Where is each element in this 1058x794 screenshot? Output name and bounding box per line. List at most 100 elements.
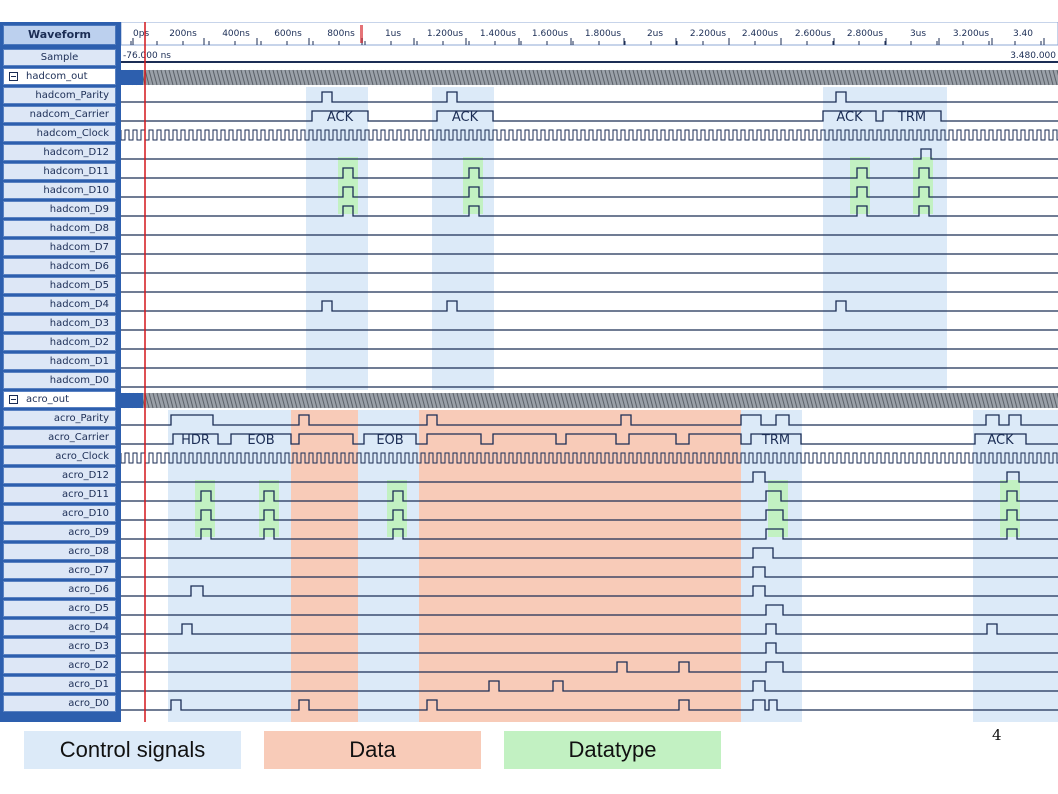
group-bus-hatch [368,69,374,86]
signal-name: hadcom_D6 [49,261,109,272]
group-bus-hatch [848,69,854,86]
group-bus-hatch [672,392,678,409]
datatype-patch [195,480,215,537]
group-header-hadcom_out[interactable]: hadcom_out [3,68,116,85]
group-header-acro_out[interactable]: acro_out [3,391,116,408]
group-bus-hatch [656,392,662,409]
group-bus-hatch [756,392,762,409]
signal-label-acro_D9[interactable]: acro_D9 [3,524,116,541]
group-bus-hatch [860,69,866,86]
group-bus-hatch [388,69,394,86]
signal-label-hadcom_D3[interactable]: hadcom_D3 [3,315,116,332]
signal-label-acro_Carrier[interactable]: acro_Carrier [3,429,116,446]
group-bus-hatch [540,392,546,409]
group-bus-hatch [252,69,258,86]
signal-label-acro_Clock[interactable]: acro_Clock [3,448,116,465]
group-bus-hatch [556,392,562,409]
signal-label-acro_D12[interactable]: acro_D12 [3,467,116,484]
group-bus-hatch [588,69,594,86]
signal-label-hadcom_D6[interactable]: hadcom_D6 [3,258,116,275]
group-bus-hatch [552,69,558,86]
signal-label-acro_Parity[interactable]: acro_Parity [3,410,116,427]
collapse-icon[interactable] [9,395,18,404]
group-bus-hatch [224,69,230,86]
group-bus-hatch [156,69,162,86]
group-bus-hatch [372,392,378,409]
waveform-header[interactable]: Waveform [3,25,116,45]
datatype-patch [463,157,483,214]
group-bus-hatch [796,69,802,86]
group-bus-hatch [596,392,602,409]
group-bus-hatch [784,392,790,409]
group-bus-hatch [436,392,442,409]
group-bus-hatch [828,69,834,86]
signal-label-hadcom_D7[interactable]: hadcom_D7 [3,239,116,256]
signal-label-hadcom_D0[interactable]: hadcom_D0 [3,372,116,389]
group-bus-hatch [880,392,886,409]
signal-label-acro_D6[interactable]: acro_D6 [3,581,116,598]
group-bus-hatch [876,392,882,409]
signal-label-acro_D0[interactable]: acro_D0 [3,695,116,712]
signal-label-hadcom_D10[interactable]: hadcom_D10 [3,182,116,199]
group-bus-hatch [460,392,466,409]
signal-label-hadcom_D12[interactable]: hadcom_D12 [3,144,116,161]
group-bus-hatch [772,69,778,86]
group-bus-hatch [844,392,850,409]
signal-label-hadcom_Parity[interactable]: hadcom_Parity [3,87,116,104]
group-bus-hatch [300,392,306,409]
signal-label-hadcom_D5[interactable]: hadcom_D5 [3,277,116,294]
hadcom-d12-trace [121,148,1058,160]
group-bus-hatch [660,69,666,86]
group-bus-hatch [664,392,670,409]
group-bus-hatch [1052,69,1058,86]
waveform-canvas[interactable]: 0ps 200ns 400ns 600ns 800ns 1us 1.200us 1.400us… [121,22,1058,722]
group-bus-hatch [1004,392,1010,409]
group-bus-hatch [748,69,754,86]
acro-d7-trace [121,566,1058,578]
signal-label-hadcom_D8[interactable]: hadcom_D8 [3,220,116,237]
signal-label-hadcom_D4[interactable]: hadcom_D4 [3,296,116,313]
signal-label-hadcom_D1[interactable]: hadcom_D1 [3,353,116,370]
signal-label-acro_D10[interactable]: acro_D10 [3,505,116,522]
group-bus-hatch [1004,69,1010,86]
group-bus-hatch [692,392,698,409]
carrier-segment-label: TRM [761,433,790,448]
sample-start-time: -76.000 ns [123,51,171,61]
signal-label-hadcom_D9[interactable]: hadcom_D9 [3,201,116,218]
group-bus-hatch [536,392,542,409]
signal-label-acro_D1[interactable]: acro_D1 [3,676,116,693]
signal-name: acro_Clock [55,451,109,462]
group-bus-hatch [352,392,358,409]
group-bus-hatch [832,69,838,86]
group-bus-hatch [556,69,562,86]
datatype-patch [387,480,407,537]
group-bus-hatch [304,69,310,86]
group-bus-hatch [672,69,678,86]
group-bus-hatch [596,69,602,86]
signal-label-acro_D11[interactable]: acro_D11 [3,486,116,503]
group-bus-hatch [652,392,658,409]
group-bus-hatch [688,392,694,409]
collapse-icon[interactable] [9,72,18,81]
group-bus-hatch [312,69,318,86]
signal-label-acro_D4[interactable]: acro_D4 [3,619,116,636]
group-bus-hatch [216,69,222,86]
group-bus-hatch [820,392,826,409]
signal-label-acro_D8[interactable]: acro_D8 [3,543,116,560]
signal-label-hadcom_D2[interactable]: hadcom_D2 [3,334,116,351]
group-bus-hatch [500,392,506,409]
signal-label-acro_D3[interactable]: acro_D3 [3,638,116,655]
signal-label-nadcom_Carrier[interactable]: nadcom_Carrier [3,106,116,123]
hadcom-d11-trace [121,167,1058,179]
group-bus-hatch [368,392,374,409]
group-bus-hatch [276,392,282,409]
signal-label-acro_D2[interactable]: acro_D2 [3,657,116,674]
group-bus-hatch [516,69,522,86]
group-bus-hatch [852,69,858,86]
signal-label-hadcom_D11[interactable]: hadcom_D11 [3,163,116,180]
group-bus-hatch [488,69,494,86]
signal-label-acro_D5[interactable]: acro_D5 [3,600,116,617]
signal-label-acro_D7[interactable]: acro_D7 [3,562,116,579]
signal-label-hadcom_Clock[interactable]: hadcom_Clock [3,125,116,142]
sample-row-label[interactable]: Sample [3,49,116,66]
